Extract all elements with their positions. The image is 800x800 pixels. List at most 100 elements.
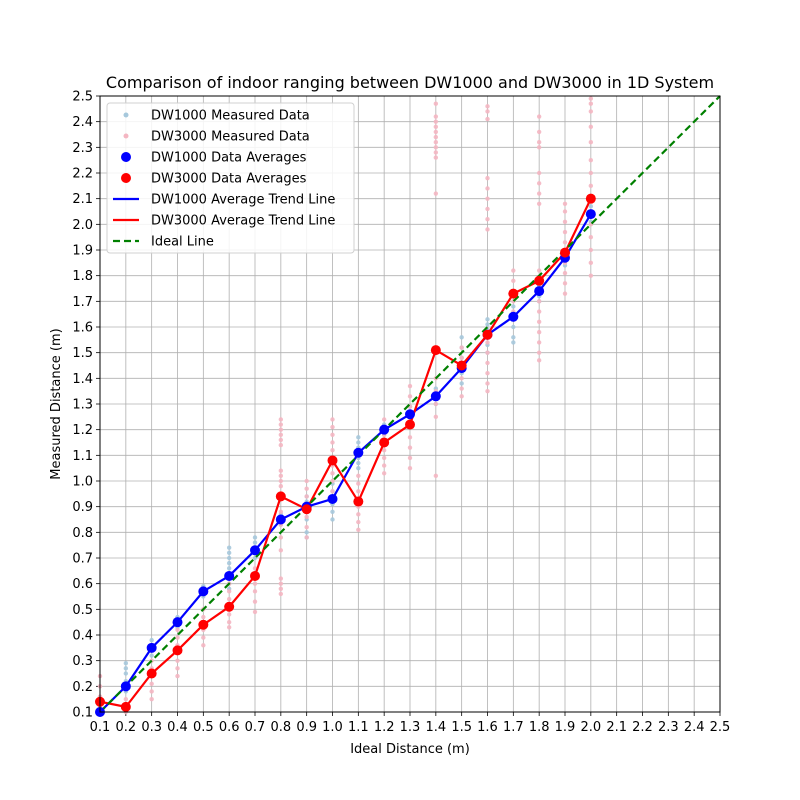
- x-tick-label: 1.8: [529, 720, 550, 735]
- dw3000-data-averages-point: [405, 419, 415, 430]
- dw1000-measured-data-point: [226, 555, 232, 561]
- dw3000-measured-data-point: [226, 625, 232, 630]
- x-tick-label: 0.1: [90, 720, 111, 735]
- dw3000-measured-data-point: [356, 473, 361, 479]
- dw3000-measured-data-point: [562, 209, 568, 214]
- dw3000-measured-data-point: [536, 129, 542, 135]
- legend-swatch-dw3000-measured-data: [123, 133, 129, 139]
- legend-swatch-dw3000-data-averages: [121, 173, 131, 183]
- dw3000-measured-data-point: [536, 170, 542, 176]
- y-tick-label: 0.4: [72, 629, 93, 644]
- dw1000-data-averages-point: [534, 286, 545, 297]
- y-tick-label: 1.1: [72, 449, 93, 464]
- legend-label-dw3000-measured-data: DW3000 Measured Data: [151, 130, 310, 145]
- dw3000-measured-data-point: [562, 240, 568, 245]
- dw1000-measured-data-point: [356, 460, 361, 466]
- dw3000-measured-data-point: [381, 463, 387, 468]
- dw3000-measured-data-point: [588, 247, 594, 253]
- dw3000-measured-data-point: [433, 473, 439, 479]
- dw3000-measured-data-point: [588, 234, 594, 240]
- dw3000-measured-data-point: [588, 157, 594, 163]
- dw1000-measured-data-point: [330, 517, 335, 522]
- dw3000-measured-data-point: [536, 181, 542, 186]
- legend-label-dw3000-data-averages: DW3000 Data Averages: [151, 172, 307, 187]
- legend-label-dw1000-average-trend-line: DW1000 Average Trend Line: [151, 193, 335, 208]
- dw3000-measured-data-point: [175, 658, 180, 663]
- dw3000-measured-data-point: [356, 489, 361, 494]
- dw1000-data-averages-point: [250, 545, 260, 556]
- y-tick-label: 1.6: [72, 321, 93, 336]
- dw1000-measured-data-point: [356, 465, 361, 471]
- y-axis-label: Measured Distance (m): [49, 328, 64, 479]
- dw3000-measured-data-point: [459, 394, 464, 399]
- dw3000-measured-data-point: [407, 435, 413, 440]
- legend-label-dw3000-average-trend-line: DW3000 Average Trend Line: [151, 214, 335, 229]
- dw1000-measured-data-point: [226, 560, 232, 566]
- dw3000-measured-data-point: [459, 376, 464, 381]
- x-tick-label: 1.2: [374, 720, 395, 735]
- dw3000-measured-data-point: [433, 124, 439, 129]
- dw3000-measured-data-point: [356, 527, 361, 532]
- dw3000-measured-data-point: [278, 535, 284, 540]
- dw3000-measured-data-point: [562, 219, 568, 224]
- trend-lines: [99, 95, 721, 713]
- dw1000-data-averages-point: [585, 209, 596, 220]
- dw3000-measured-data-point: [485, 175, 490, 181]
- dw1000-measured-data-point: [149, 653, 154, 658]
- dw3000-measured-data-point: [407, 455, 413, 461]
- dw3000-measured-data-point: [433, 155, 439, 160]
- dw3000-measured-data-point: [381, 448, 387, 453]
- dw3000-measured-data-point: [226, 612, 232, 617]
- y-tick-label: 0.1: [72, 706, 93, 721]
- y-tick-label: 2.4: [72, 115, 93, 130]
- x-tick-label: 1.3: [400, 720, 421, 735]
- dw3000-measured-data-point: [588, 96, 594, 101]
- dw3000-data-averages-point: [120, 701, 131, 712]
- x-axis-label: Ideal Distance (m): [350, 742, 470, 757]
- x-tick-label: 1.5: [451, 720, 472, 735]
- dw1000-data-averages-point: [172, 617, 183, 628]
- dw3000-measured-data-point: [175, 666, 180, 671]
- dw1000-measured-data-point: [459, 335, 464, 340]
- dw3000-data-averages-point: [146, 668, 157, 679]
- dw1000-measured-data-point: [252, 535, 258, 540]
- dw3000-measured-data-point: [485, 227, 490, 232]
- dw3000-measured-data-point: [536, 191, 542, 196]
- dw1000-data-averages-point: [120, 681, 131, 692]
- y-tick-label: 1.7: [72, 295, 93, 310]
- dw3000-measured-data-point: [588, 183, 594, 189]
- dw3000-measured-data-point: [562, 281, 568, 286]
- dw1000-measured-data-point: [511, 340, 516, 345]
- plot-frame: [99, 95, 721, 713]
- dw3000-measured-data-point: [356, 481, 361, 486]
- dw3000-measured-data-point: [588, 273, 594, 278]
- legend-swatch-dw1000-data-averages: [121, 152, 131, 162]
- dw3000-measured-data-point: [330, 424, 335, 430]
- y-tick-label: 0.3: [72, 654, 93, 669]
- dw3000-measured-data-point: [252, 599, 258, 604]
- x-tick-label: 2.0: [580, 720, 601, 735]
- dw3000-measured-data-point: [536, 350, 542, 355]
- dw3000-measured-data-point: [356, 519, 361, 525]
- y-tick-label: 1.3: [72, 398, 93, 413]
- dw1000-data-averages-point: [146, 642, 157, 653]
- dw3000-measured-data-point: [381, 471, 387, 476]
- dw1000-data-averages-point: [430, 391, 441, 402]
- dw3000-measured-data-point: [588, 170, 594, 176]
- dw3000-measured-data-point: [278, 473, 284, 479]
- dw3000-data-averages-point: [560, 247, 570, 258]
- dw3000-measured-data-point: [278, 483, 284, 489]
- y-tick-label: 2.1: [72, 192, 93, 207]
- dw3000-measured-data-point: [485, 371, 490, 376]
- x-tick-label: 1.9: [555, 720, 576, 735]
- dw3000-measured-data-point: [252, 609, 258, 615]
- dw3000-measured-data-point: [536, 140, 542, 145]
- dw3000-data-averages-point: [456, 360, 467, 371]
- dw3000-measured-data-point: [485, 388, 490, 394]
- x-tick-label: 1.4: [425, 720, 446, 735]
- dw3000-measured-data-point: [330, 432, 335, 437]
- dw3000-measured-data-point: [407, 465, 413, 471]
- dw1000-measured-data-point: [123, 661, 129, 666]
- dw3000-data-averages-point: [482, 329, 493, 340]
- legend-label-dw1000-measured-data: DW1000 Measured Data: [151, 109, 310, 124]
